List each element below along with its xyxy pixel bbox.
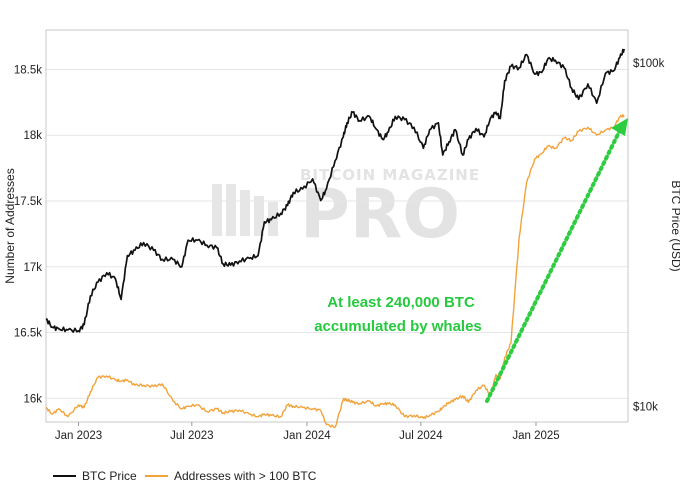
left-axis-title: Number of Addresses [3,168,17,283]
left-tick-label: 17.5k [14,196,42,208]
left-tick-label: 16k [23,393,42,405]
watermark-bottom-text: PRO [300,175,460,254]
x-tick-label: Jan 2025 [512,430,559,442]
watermark-logo-icon [212,184,278,236]
watermark-top-text: BITCOIN MAGAZINE [300,166,480,184]
arrow-head-icon [611,118,628,136]
left-tick-label: 18k [23,130,42,142]
x-axis: Jan 2023 Jul 2023 Jan 2024 Jul 2024 Jan 2025 [55,422,560,442]
right-tick-label: $10k [633,401,658,413]
x-tick-label: Jan 2024 [283,430,331,442]
right-tick-label: $100k [633,58,665,70]
x-tick-label: Jan 2023 [55,430,102,442]
x-tick-label: Jul 2023 [170,430,213,442]
series-line-btc-price [45,48,626,333]
left-axis: 16k 16.5k 17k 17.5k 18k 18.5k [14,64,42,405]
right-axis-title: BTC Price (USD) [669,180,680,271]
annotation-arrow [485,118,628,403]
left-tick-label: 18.5k [14,64,42,76]
series-layer [45,48,626,429]
annotation-line-1: At least 240,000 BTC [327,294,475,311]
legend-label-btc-price: BTC Price [82,469,137,483]
grid [46,68,628,399]
x-tick-label: Jul 2024 [399,430,443,442]
left-tick-label: 16.5k [14,328,42,340]
legend-label-addresses: Addresses with > 100 BTC [174,469,317,483]
arrow-shaft [485,128,622,403]
watermark: BITCOIN MAGAZINE PRO [212,166,480,254]
left-tick-label: 17k [23,262,42,274]
series-line-addresses [45,114,625,429]
legend: BTC Price Addresses with > 100 BTC [53,469,317,483]
annotation-line-2: accumulated by whales [314,318,482,335]
right-axis: $10k $100k [633,58,665,413]
